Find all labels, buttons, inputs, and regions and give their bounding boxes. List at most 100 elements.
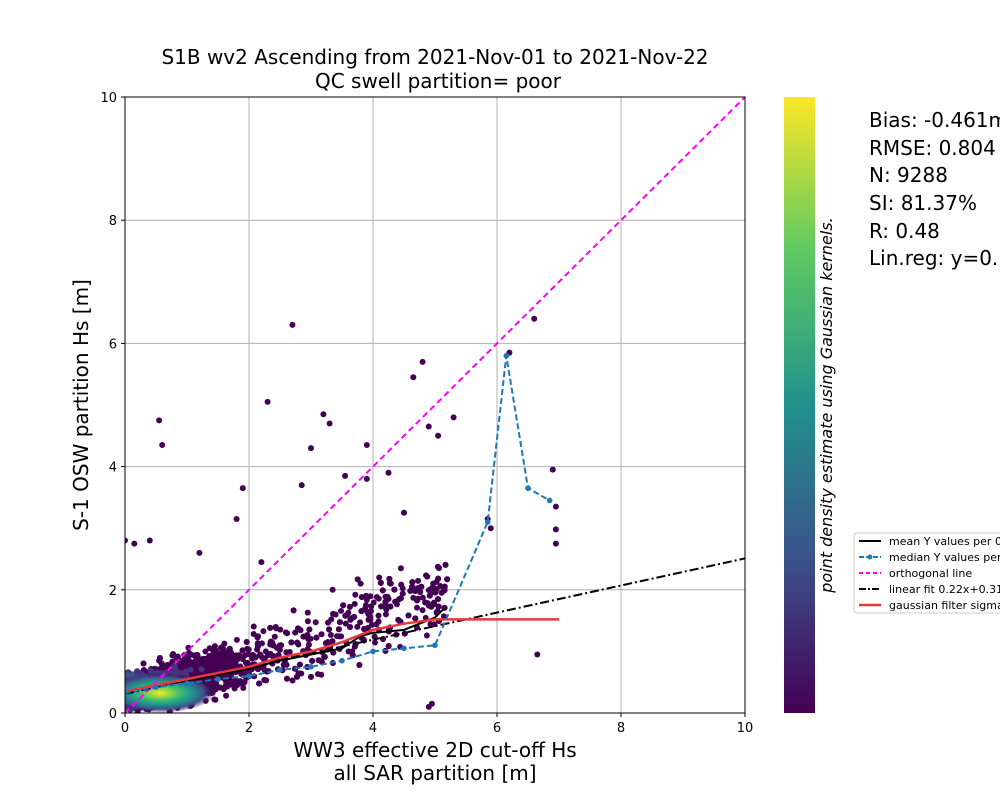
scatter-point (306, 626, 313, 633)
scatter-point (414, 604, 421, 611)
outlier-point (320, 411, 327, 418)
scatter-point (382, 598, 389, 605)
outlier-point (131, 540, 138, 547)
median-point (153, 684, 159, 690)
scatter-point (233, 636, 240, 643)
scatter-point (386, 575, 393, 582)
axis-ticks: 0 2 4 6 8 10 0 2 4 6 8 10 (100, 91, 753, 736)
scatter-point (330, 610, 337, 617)
scatter-point (392, 598, 399, 605)
outlier-point (196, 549, 203, 556)
scatter-point (342, 612, 349, 619)
plot-area (125, 97, 745, 713)
density-point (198, 666, 205, 673)
scatter-point (379, 587, 386, 594)
chart-title-line1: S1B wv2 Ascending from 2021-Nov-01 to 20… (161, 45, 708, 69)
scatter-point (181, 659, 188, 666)
scatter-point (202, 648, 209, 655)
scatter-point (414, 597, 421, 604)
stat-n: N: 9288 (869, 163, 948, 187)
scatter-point (373, 593, 380, 600)
scatter-point (267, 624, 274, 631)
legend-box (853, 532, 1000, 614)
scatter-point (335, 626, 342, 633)
x-axis-label-line1: WW3 effective 2D cut-off Hs (293, 738, 576, 762)
scatter-point (358, 594, 365, 601)
outlier-point (239, 485, 246, 492)
scatter-point (312, 619, 319, 626)
scatter-point (257, 651, 264, 658)
outlier-point (549, 466, 556, 473)
median-point (215, 676, 221, 682)
density-point (183, 668, 190, 675)
scatter-point (295, 670, 302, 677)
scatter-point (235, 678, 242, 685)
scatter-point (345, 648, 352, 655)
scatter-point (354, 623, 361, 630)
plot-frame (124, 96, 746, 714)
scatter-point (296, 661, 303, 668)
scatter-point (211, 643, 218, 650)
scatter-point (283, 675, 290, 682)
scatter-point (315, 657, 322, 664)
outlier-point (435, 432, 442, 439)
orthogonal-line (125, 97, 745, 713)
outlier-point (376, 574, 383, 581)
scatter-point (250, 630, 257, 637)
scatter-point (364, 608, 371, 615)
outlier-point (410, 374, 417, 381)
outlier-point (552, 540, 559, 547)
scatter-point (419, 594, 426, 601)
y-tick-label: 8 (109, 214, 117, 229)
scatter-point (254, 634, 261, 641)
scatter-point (327, 632, 334, 639)
colorbar-label: point density estimate using Gaussian ke… (817, 217, 836, 593)
median-points (125, 352, 553, 696)
scatter-point (277, 642, 284, 649)
scatter-point (163, 662, 170, 669)
scatter-point (437, 583, 444, 590)
outlier-point (146, 537, 153, 544)
scatter-point (375, 612, 382, 619)
scatter-point (294, 639, 301, 646)
scatter-points (125, 315, 559, 713)
scatter-point (202, 655, 209, 662)
scatter-point (228, 681, 235, 688)
scatter-point (326, 626, 333, 633)
density-point (187, 666, 194, 673)
scatter-point (356, 662, 363, 669)
scatter-point (256, 680, 263, 687)
scatter-point (352, 591, 359, 598)
stat-rmse: RMSE: 0.804 (869, 136, 996, 160)
scatter-point (357, 619, 364, 626)
outlier-point (125, 537, 128, 544)
median-point (503, 352, 510, 359)
scatter-point (407, 587, 414, 594)
scatter-point (387, 603, 394, 610)
scatter-point (243, 638, 250, 645)
x-tick-label: 4 (369, 721, 377, 736)
y-axis-label: S-1 OSW partition Hs [m] (69, 279, 93, 531)
scatter-point (409, 579, 416, 586)
scatter-point (242, 659, 249, 666)
scatter-point (354, 576, 361, 583)
scatter-point (371, 639, 378, 646)
scatter-point (250, 623, 257, 630)
y-tick-label: 4 (109, 461, 117, 476)
outlier-point (329, 586, 336, 593)
scatter-point (202, 662, 209, 669)
scatter-point (378, 603, 385, 610)
scatter-point (346, 624, 353, 631)
scatter-point (391, 586, 398, 593)
scatter-point (214, 658, 221, 665)
outlier-point (363, 442, 370, 449)
outlier-point (385, 469, 392, 476)
scatter-point (226, 656, 233, 663)
scatter-point (398, 581, 405, 588)
scatter-point (430, 580, 437, 587)
outlier-point (534, 651, 541, 658)
scatter-point (329, 638, 336, 645)
scatter-point (368, 603, 375, 610)
scatter-point (232, 659, 239, 666)
